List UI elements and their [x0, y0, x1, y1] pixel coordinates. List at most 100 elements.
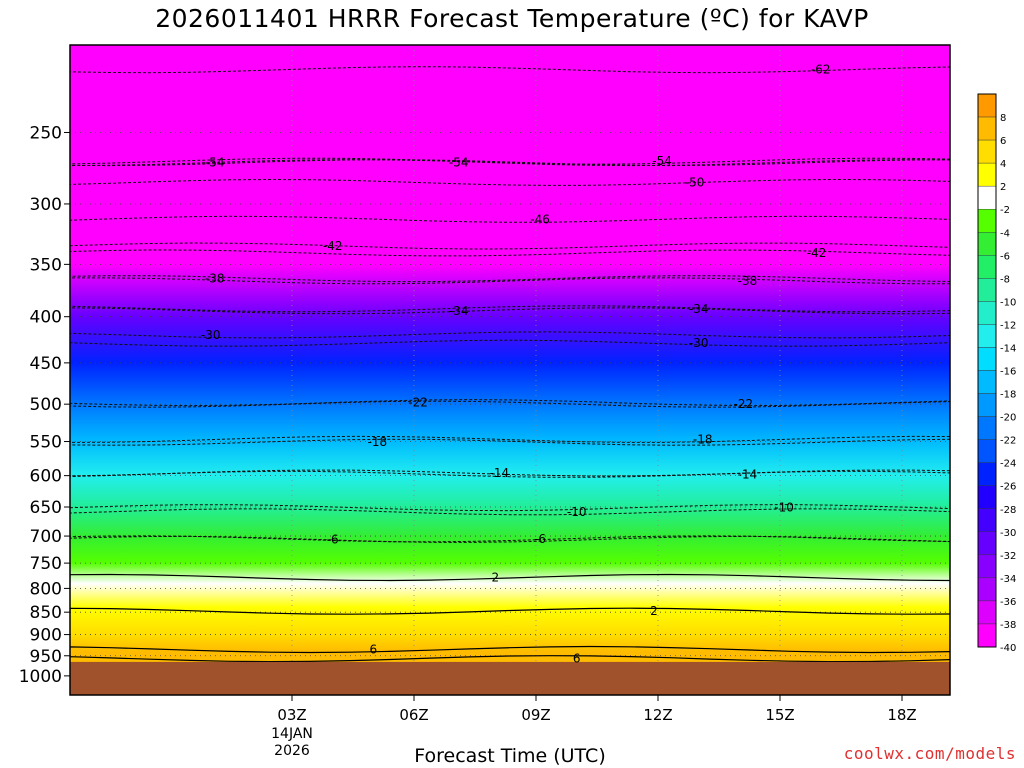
x-tick-label: 06Z [399, 706, 428, 724]
colorbar-swatch [977, 485, 997, 509]
contour-label: -34 [689, 302, 709, 316]
colorbar-label: 8 [1000, 113, 1006, 124]
isotherm-line [70, 215, 950, 223]
colorbar-label: 4 [1000, 159, 1006, 170]
colorbar-label: -8 [1000, 274, 1010, 285]
temperature-field-fill [70, 45, 950, 695]
contour-label: 2 [492, 570, 500, 584]
y-tick-label: 550 [30, 433, 62, 453]
contour-label: -10 [567, 505, 587, 519]
contour-label: -6 [534, 532, 546, 546]
colorbar-label: -40 [1000, 643, 1016, 654]
contour-label: -30 [201, 328, 221, 342]
x-tick-label: 03Z [277, 706, 306, 724]
colorbar-swatch [977, 531, 997, 556]
x-tick-label: 12Z [643, 706, 672, 724]
colorbar-label: -4 [1000, 228, 1010, 239]
colorbar-label: -6 [1000, 251, 1010, 262]
y-tick-label: 600 [30, 467, 62, 487]
x-tick-sublabel: 14JAN [271, 726, 313, 742]
isotherm-line [70, 277, 950, 285]
contour-labels: -62-54 -54 -54-50-46-42 -42-38 -38-34 -34-30-… [201, 63, 831, 666]
colorbar-label: -38 [1000, 620, 1016, 631]
colorbar-swatch [977, 185, 997, 210]
colorbar-label: -14 [1000, 343, 1016, 354]
y-tick-label: 950 [30, 647, 62, 667]
colorbar-label: 6 [1000, 136, 1006, 147]
colorbar-swatch [977, 93, 997, 118]
colorbar-label: -10 [1000, 297, 1016, 308]
isotherm-line [70, 508, 950, 516]
y-tick-label: 1000 [19, 667, 62, 687]
colorbar-label: -26 [1000, 482, 1016, 493]
isotherm-line [70, 339, 950, 347]
isotherm-line [70, 470, 950, 478]
colorbar-label: -16 [1000, 367, 1016, 378]
y-tick-label: 450 [30, 354, 62, 374]
colorbar-label: -30 [1000, 528, 1016, 539]
isotherm-line [70, 535, 950, 543]
contour-label: -62 [811, 63, 831, 77]
colorbar: 8 6 4 2 -2 -4 -6 -8 -10 -12 -14 -16 -18 -20 -22 -24 -26 -… [977, 93, 1016, 654]
isotherm-line [70, 307, 950, 315]
isotherm-line [70, 645, 950, 654]
contour-label: -42 [323, 239, 343, 253]
colorbar-label: -22 [1000, 436, 1016, 447]
x-tick-label: 09Z [521, 706, 550, 724]
isotherm-line [70, 399, 950, 407]
isotherm-line [70, 607, 950, 615]
colorbar-swatch [977, 462, 997, 486]
y-tick-label: 900 [30, 626, 62, 646]
contour-label: 2 [650, 604, 658, 618]
colorbar-swatch [977, 623, 997, 648]
colorbar-swatch [977, 278, 997, 302]
plot-frame [69, 44, 951, 696]
colorbar-swatch [977, 324, 997, 348]
colorbar-label: -24 [1000, 459, 1016, 470]
chart-title: 2026011401 HRRR Forecast Temperature (ºC… [155, 4, 869, 33]
colorbar-swatch [977, 577, 997, 602]
colorbar-swatch [977, 116, 997, 141]
isotherm-line [70, 242, 950, 250]
colorbar-label: -20 [1000, 413, 1016, 424]
isotherm-line [70, 435, 950, 443]
contour-label: -34 [449, 304, 469, 318]
isotherm-line [70, 157, 950, 165]
contour-label: -46 [530, 212, 550, 226]
y-tick-label: 250 [30, 123, 62, 143]
isotherm-line [70, 178, 950, 186]
isotherm-line [70, 504, 950, 512]
contour-label: -38 [205, 272, 225, 286]
isotherm-line [70, 159, 950, 167]
isotherm-line [70, 159, 950, 167]
y-tick-label: 750 [30, 554, 62, 574]
y-tick-label: 650 [30, 498, 62, 518]
isotherm-line [70, 573, 950, 582]
isotherm-contours [70, 66, 950, 663]
y-tick-label: 800 [30, 579, 62, 599]
contour-label: -14 [738, 467, 758, 481]
y-tick-label: 850 [30, 603, 62, 623]
contour-label: -18 [368, 435, 388, 449]
contour-label: -50 [685, 175, 705, 189]
colorbar-swatch [977, 554, 997, 579]
colorbar-swatch [977, 600, 997, 625]
temperature-field [70, 45, 950, 695]
colorbar-swatch [977, 508, 997, 532]
contour-label: -38 [738, 274, 758, 288]
colorbar-label: -32 [1000, 551, 1016, 562]
watermark-link[interactable]: coolwx.com/models [843, 744, 1016, 763]
y-tick-label: 500 [30, 395, 62, 415]
y-axis: 250 300 350 400 450 500 550 600 650 700 750 800 850 9… [19, 123, 70, 687]
contour-label: -18 [693, 432, 713, 446]
colorbar-swatch [977, 162, 997, 187]
ground-layer [70, 661, 950, 695]
contour-label: -42 [807, 246, 827, 260]
contour-label: -54 [205, 156, 225, 170]
contour-label: -10 [774, 501, 794, 515]
x-tick-label: 18Z [887, 706, 916, 724]
colorbar-frame [977, 93, 997, 648]
isotherm-line [70, 331, 950, 339]
